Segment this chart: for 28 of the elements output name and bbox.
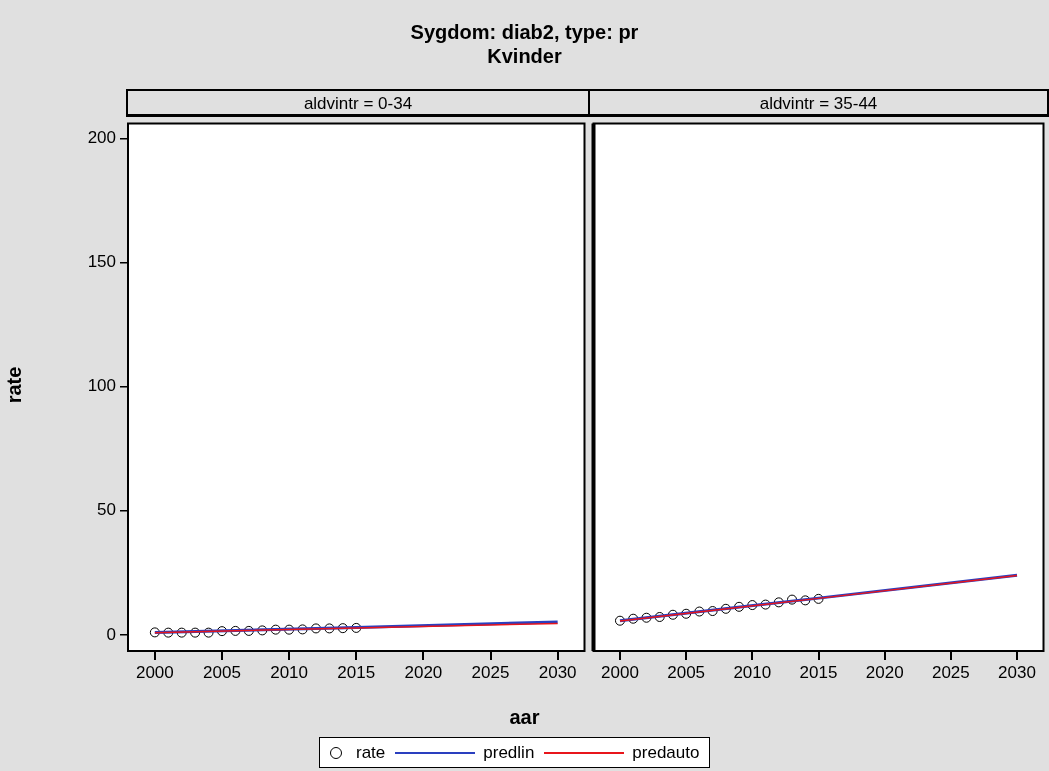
y-tick-label: 100 [87, 376, 116, 396]
x-tick-label: 2010 [733, 662, 772, 682]
y-axis-title: rate [2, 366, 26, 404]
x-tick-label: 2010 [270, 662, 309, 682]
x-tick-label: 2005 [667, 662, 706, 682]
y-tick-label: 150 [87, 252, 116, 272]
x-tick-label: 2020 [865, 662, 904, 682]
legend-label: predauto [632, 742, 700, 763]
x-tick-label: 2015 [799, 662, 838, 682]
x-tick-label: 2030 [538, 662, 577, 682]
x-tick-label: 2025 [931, 662, 970, 682]
y-tick-label: 200 [87, 128, 116, 148]
x-tick-label: 2000 [601, 662, 639, 682]
text: aldvintr = 0-34 [126, 89, 590, 117]
x-tick-label: 2015 [337, 662, 376, 682]
y-tick-label: 0 [106, 624, 116, 644]
x-tick-label: 2025 [471, 662, 510, 682]
chart-subtitle: Kvinder [486, 44, 563, 68]
x-axis-title: aar [508, 706, 541, 729]
x-tick-label: 2030 [998, 662, 1036, 682]
chart-title: Sygdom: diab2, type: pr [409, 20, 640, 44]
x-tick-label: 2000 [135, 662, 174, 682]
x-tick-label: 2020 [404, 662, 443, 682]
x-tick-label: 2005 [203, 662, 241, 682]
y-tick-label: 50 [97, 500, 116, 520]
text: aldvintr = 35-44 [588, 89, 1049, 117]
legend-label: predlin [483, 742, 535, 763]
legend-label: rate [356, 742, 386, 763]
